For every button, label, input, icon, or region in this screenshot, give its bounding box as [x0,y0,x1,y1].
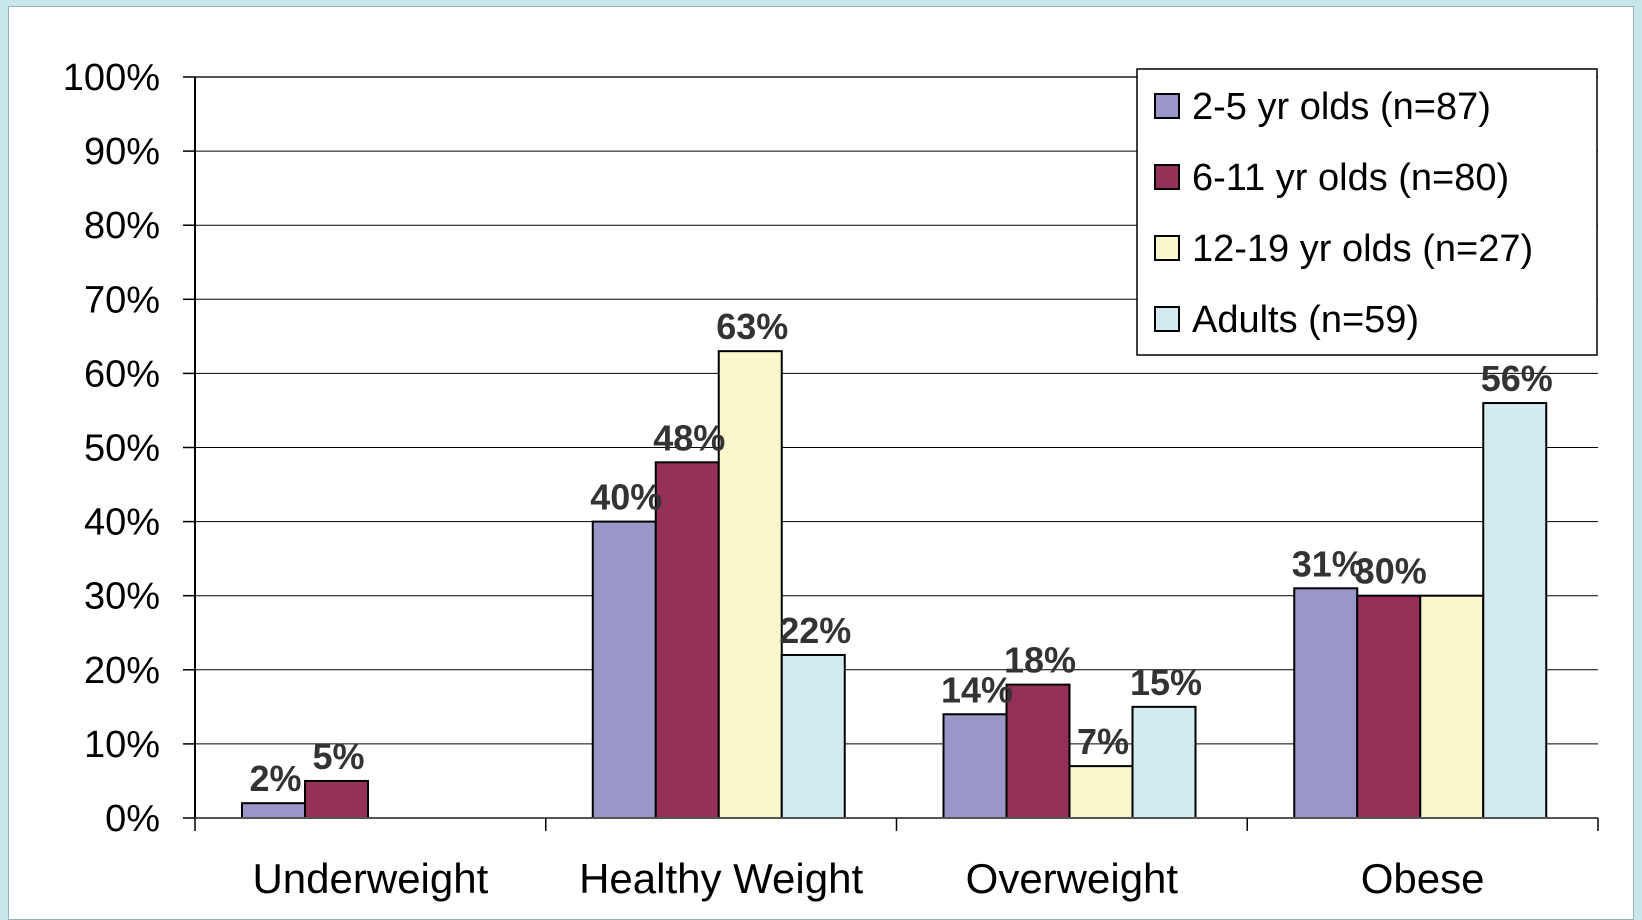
y-tick-label: 30% [84,576,160,618]
data-label: 2% [249,758,301,799]
y-axis-ticks: 0% 10% 20% 30% 40% 50% 60% 70% 80% 90% 100% [63,57,160,840]
y-tick-label: 20% [84,650,160,692]
data-label: 63% [716,306,788,347]
data-label: 14% [941,669,1013,710]
bar [1131,705,1197,819]
data-label: 7% [1077,721,1129,762]
legend: 2-5 yr olds (n=87) 6-11 yr olds (n=80) 12-… [1136,68,1598,356]
bar [1005,683,1071,819]
x-category-label: Healthy Weight [579,855,863,902]
data-label: 56% [1481,358,1553,399]
legend-swatch [1154,306,1180,332]
legend-swatch [1154,164,1180,190]
data-label: 40% [590,477,662,518]
data-label: 30% [1355,551,1427,592]
data-label: 48% [653,417,725,458]
bar [654,461,720,819]
legend-label: 2-5 yr olds (n=87) [1192,86,1491,128]
bar [591,520,657,819]
legend-label: 12-19 yr olds (n=27) [1192,228,1533,270]
y-tick-label: 50% [84,428,160,470]
legend-swatch [1154,235,1180,261]
data-label: 15% [1130,662,1202,703]
legend-box [1136,68,1598,356]
data-label: 31% [1292,543,1364,584]
bar [304,779,369,820]
y-tick-label: 90% [84,131,160,173]
bar [1419,594,1485,820]
x-category-label: Underweight [252,855,488,902]
bar [942,713,1008,820]
y-tick-label: 80% [84,205,160,247]
bar [717,350,783,819]
bar [1356,594,1422,820]
y-tick-label: 70% [84,279,160,321]
data-label: 5% [312,736,364,777]
bars [241,350,1548,820]
legend-swatch [1154,93,1180,119]
bar [780,653,846,819]
y-tick-label: 0% [105,798,160,840]
y-tick-label: 10% [84,724,160,766]
x-axis-categories: Underweight Healthy Weight Overweight Obese [252,855,1484,902]
y-tick-label: 40% [84,502,160,544]
data-labels: 2% 40% 14% 31% 5% 48% 18% 30% 63% 7% 22% 15% 56% [249,306,1552,799]
y-tick-label: 60% [84,353,160,395]
x-category-label: Overweight [966,855,1179,902]
data-label: 22% [779,610,851,651]
x-category-label: Obese [1361,855,1485,902]
bar [241,802,306,819]
bar [1482,402,1548,819]
legend-label: Adults (n=59) [1192,299,1419,341]
bar [1293,587,1359,819]
legend-label: 6-11 yr olds (n=80) [1192,157,1509,199]
bar [1068,765,1134,820]
data-label: 18% [1004,640,1076,681]
y-tick-label: 100% [63,57,160,99]
